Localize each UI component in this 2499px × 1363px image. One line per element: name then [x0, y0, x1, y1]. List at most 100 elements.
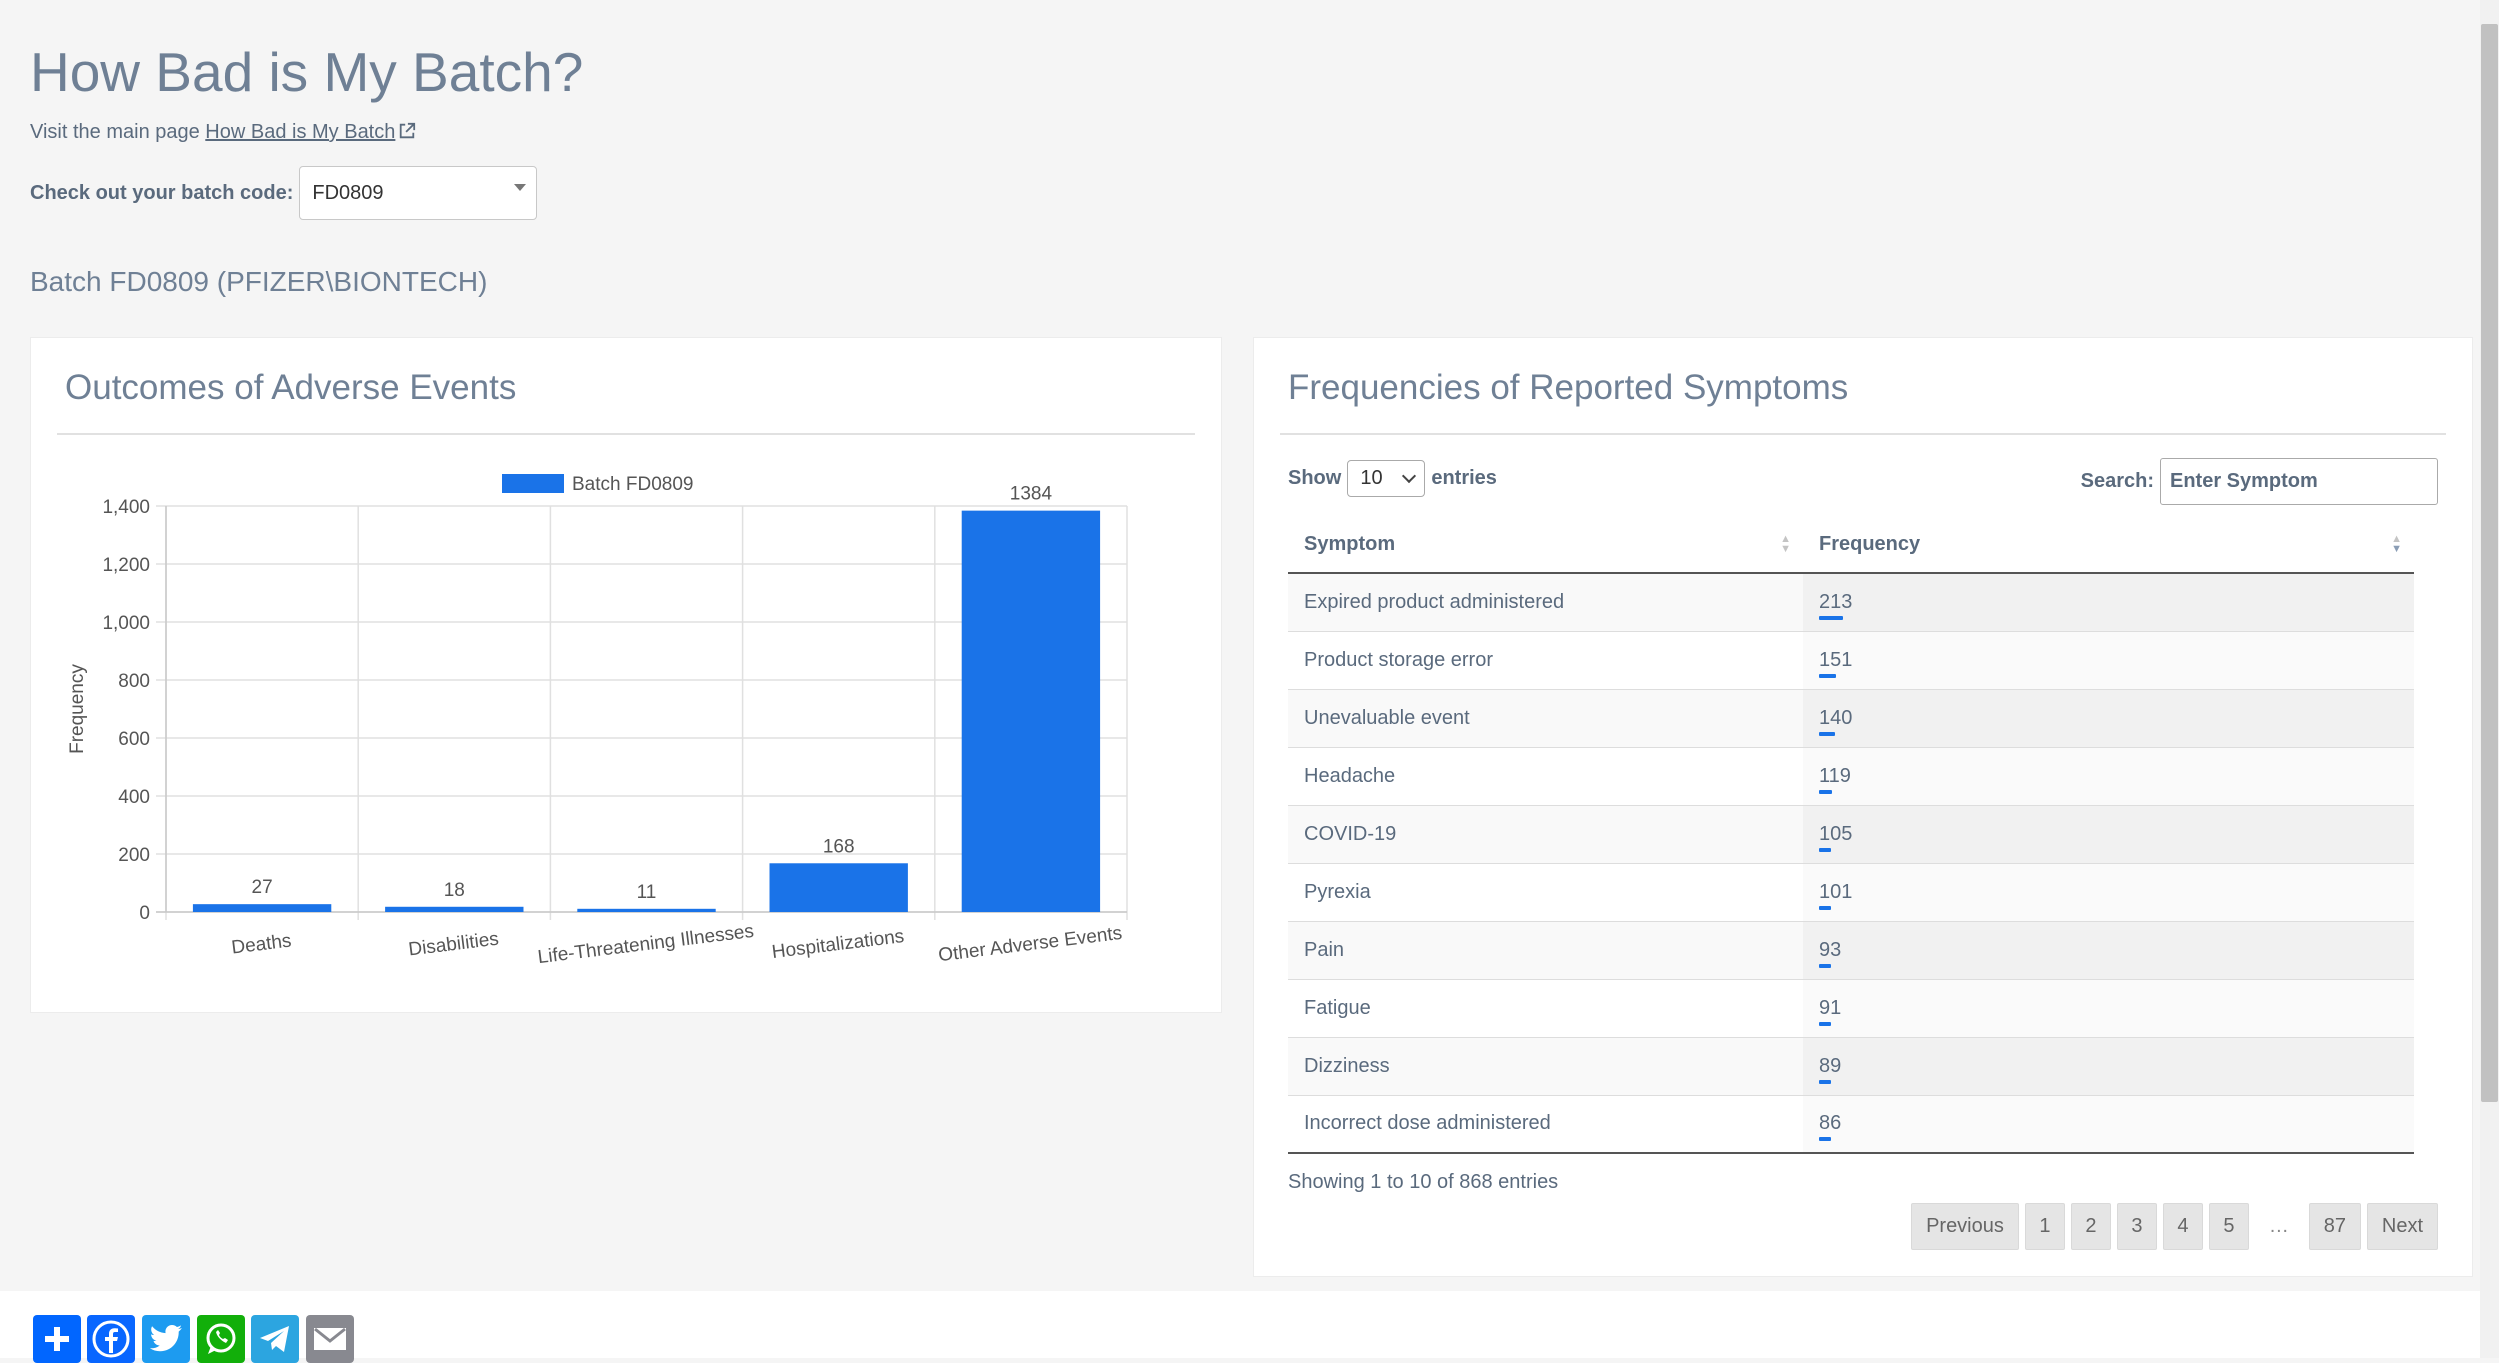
frequency-text: 213 — [1819, 590, 1853, 613]
frequency-bar — [1819, 731, 1835, 736]
symptoms-table-body: Expired product administered 213 Product s… — [1288, 573, 2414, 1154]
outcomes-card: Outcomes of Adverse Events 0 200 400 600 800… — [30, 337, 1222, 1013]
search-input[interactable]: Enter Symptom — [2160, 458, 2438, 505]
dropdown-caret-icon — [514, 184, 527, 191]
twitter-icon[interactable] — [142, 1315, 190, 1363]
frequency-bar — [1819, 963, 1831, 968]
next-page-button[interactable]: Next — [2366, 1203, 2438, 1250]
email-icon[interactable] — [306, 1315, 354, 1363]
bar-value-label: 168 — [823, 836, 855, 857]
symptom-cell: Pain — [1288, 921, 1803, 980]
frequency-text: 101 — [1819, 880, 1853, 903]
x-tick-label: Hospitalizations — [771, 926, 906, 963]
add-to-any-icon[interactable] — [33, 1315, 81, 1363]
frequency-bar — [1819, 1021, 1831, 1026]
visit-line: Visit the main page How Bad is My Batch — [30, 121, 416, 144]
facebook-icon[interactable] — [87, 1315, 135, 1363]
external-link-icon — [400, 122, 416, 139]
frequency-cell: 140 — [1803, 689, 2414, 748]
batch-code-select[interactable]: FD0809 — [299, 166, 538, 220]
batch-label: Check out your batch code: — [30, 181, 294, 204]
y-tick-label: 200 — [118, 845, 150, 866]
scrollbar-thumb[interactable] — [2481, 24, 2498, 1102]
frequency-value: 89 — [1819, 1054, 1842, 1084]
frequency-bar — [1819, 847, 1831, 852]
symptom-column-header[interactable]: Symptom ▲ ▼ — [1288, 516, 1803, 574]
y-tick-label: 800 — [118, 671, 150, 692]
divider — [57, 433, 1195, 435]
bar — [192, 904, 332, 912]
page-scrollbar[interactable] — [2480, 0, 2499, 1358]
frequency-cell: 213 — [1803, 573, 2414, 632]
frequency-value: 93 — [1819, 938, 1842, 968]
frequency-cell: 93 — [1803, 921, 2414, 980]
batch-code-value: FD0809 — [312, 181, 384, 204]
frequency-bar — [1819, 615, 1843, 620]
legend-swatch — [502, 474, 564, 493]
frequency-value: 101 — [1819, 880, 1853, 910]
y-tick-label: 1,200 — [102, 555, 150, 576]
frequency-text: 140 — [1819, 706, 1853, 729]
symptoms-table: Symptom ▲ ▼ Frequency ▲ ▼ Expired product … — [1288, 516, 2414, 1154]
chevron-down-icon — [1402, 468, 1417, 484]
y-tick-label: 1,000 — [102, 613, 150, 634]
page-2-button[interactable]: 2 — [2070, 1203, 2111, 1250]
frequency-text: 119 — [1819, 764, 1851, 787]
page-87-button[interactable]: 87 — [2308, 1203, 2361, 1250]
symptom-cell: Headache — [1288, 747, 1803, 806]
legend-label: Batch FD0809 — [572, 474, 693, 495]
main-page-link[interactable]: How Bad is My Batch — [205, 121, 416, 143]
telegram-icon[interactable] — [251, 1315, 299, 1363]
frequency-text: 151 — [1819, 648, 1853, 671]
table-row: Product storage error 151 — [1288, 631, 2414, 690]
frequency-cell: 151 — [1803, 631, 2414, 690]
frequency-cell: 105 — [1803, 805, 2414, 864]
frequency-bar — [1819, 1137, 1831, 1142]
outcomes-title: Outcomes of Adverse Events — [65, 368, 517, 407]
symptom-cell: COVID-19 — [1288, 805, 1803, 864]
frequency-text: 86 — [1819, 1112, 1842, 1135]
entries-select[interactable]: 10 — [1347, 460, 1426, 497]
outcomes-chart: 0 200 400 600 800 1,000 1,200 1,400 Frequency Bat… — [67, 474, 1128, 968]
frequency-bar — [1819, 789, 1832, 794]
frequency-text: 93 — [1819, 938, 1842, 961]
frequency-bar — [1819, 1079, 1831, 1084]
table-info: Showing 1 to 10 of 868 entries — [1288, 1171, 1559, 1193]
frequency-column-header[interactable]: Frequency ▲ ▼ — [1803, 516, 2414, 574]
frequency-value: 91 — [1819, 997, 1841, 1026]
frequency-value: 213 — [1819, 590, 1853, 620]
symptom-cell: Dizziness — [1288, 1037, 1803, 1096]
share-bar — [0, 1291, 2480, 1358]
frequency-bar — [1819, 673, 1836, 678]
frequency-cell: 119 — [1803, 747, 2414, 806]
page-4-button[interactable]: 4 — [2162, 1203, 2203, 1250]
sort-desc-icon: ▲ ▼ — [2391, 533, 2402, 555]
table-row: Incorrect dose administered 86 — [1288, 1095, 2414, 1154]
bar-value-label: 11 — [637, 882, 657, 903]
pagination-ellipsis: … — [2268, 1215, 2289, 1237]
frequency-value: 140 — [1819, 706, 1853, 736]
y-tick-label: 0 — [139, 903, 150, 924]
table-header-row: Symptom ▲ ▼ Frequency ▲ ▼ — [1288, 516, 2414, 574]
page-3-button[interactable]: 3 — [2116, 1203, 2157, 1250]
frequency-value: 105 — [1819, 822, 1853, 852]
frequency-bar — [1819, 905, 1831, 910]
x-tick-label: Other Adverse Events — [937, 923, 1123, 966]
symptom-column-label: Symptom — [1304, 532, 1396, 555]
whatsapp-icon[interactable] — [197, 1315, 245, 1363]
table-row: Headache 119 — [1288, 747, 2414, 806]
page-1-button[interactable]: 1 — [2024, 1203, 2065, 1250]
x-tick-label: Deaths — [230, 930, 292, 958]
frequency-cell: 89 — [1803, 1037, 2414, 1096]
bar — [961, 510, 1101, 912]
bar — [385, 906, 524, 912]
frequency-text: 89 — [1819, 1054, 1842, 1077]
symptom-cell: Incorrect dose administered — [1288, 1095, 1803, 1154]
frequency-text: 105 — [1819, 822, 1853, 845]
pagination: Previous 1 2 3 4 5 … 87 Next — [1911, 1203, 2438, 1250]
page-5-button[interactable]: 5 — [2208, 1203, 2249, 1250]
page-title: How Bad is My Batch? — [30, 41, 584, 103]
previous-page-button[interactable]: Previous — [1911, 1203, 2019, 1250]
bar-value-label: 27 — [252, 877, 273, 898]
table-row: Unevaluable event 140 — [1288, 689, 2414, 748]
